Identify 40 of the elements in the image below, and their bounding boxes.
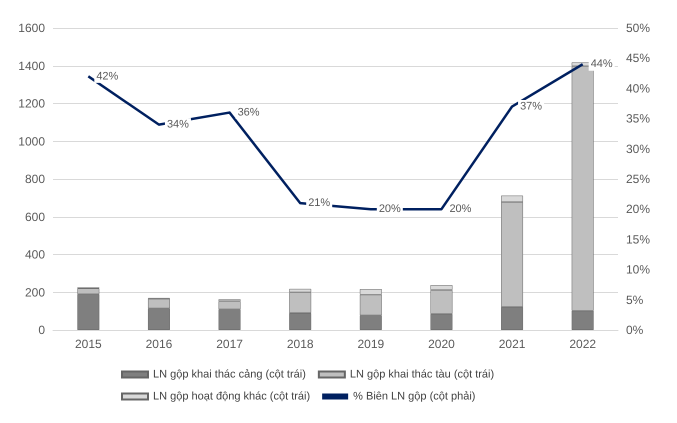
y-tick-label: 400 bbox=[24, 248, 46, 262]
data-label: 20% bbox=[378, 203, 402, 216]
data-label: 34% bbox=[166, 118, 190, 131]
data-label: 37% bbox=[520, 100, 542, 113]
y-tick-label: 1000 bbox=[18, 134, 46, 148]
y-tick-label: 1200 bbox=[18, 96, 46, 110]
y2-tick-label: 30% bbox=[626, 142, 650, 156]
x-tick-label: 2020 bbox=[428, 337, 456, 351]
x-tick-label: 2017 bbox=[216, 337, 244, 351]
data-label: 44% bbox=[590, 58, 613, 70]
y2-tick-label: 20% bbox=[626, 202, 650, 216]
y2-tick-label: 15% bbox=[626, 232, 650, 246]
x-tick-label: 2015 bbox=[74, 337, 102, 351]
legend-label: % Biên LN gộp (cột phải) bbox=[353, 390, 476, 402]
x-tick-label: 2018 bbox=[286, 337, 314, 351]
y-tick-label: 200 bbox=[24, 285, 46, 300]
data-label: 42% bbox=[96, 70, 119, 82]
y-tick-label: 0 bbox=[38, 323, 46, 337]
data-label: 20% bbox=[449, 203, 472, 216]
x-tick-label: 2016 bbox=[146, 337, 173, 351]
x-tick-label: 2019 bbox=[357, 337, 384, 351]
legend-label: LN gộp khai thác cảng (cột trái) bbox=[153, 368, 306, 380]
y2-tick-label: 10% bbox=[626, 262, 650, 277]
y-tick-label: 1400 bbox=[18, 58, 46, 73]
data-label: 21% bbox=[308, 197, 330, 210]
y2-tick-label: 40% bbox=[626, 81, 650, 96]
y-tick-label: 800 bbox=[24, 172, 46, 186]
y2-tick-label: 35% bbox=[626, 112, 650, 126]
x-tick-label: 2021 bbox=[498, 337, 526, 351]
y2-tick-label: 45% bbox=[626, 51, 650, 66]
data-label: 36% bbox=[238, 106, 260, 119]
y-tick-label: 600 bbox=[24, 210, 46, 224]
x-tick-label: 2022 bbox=[569, 337, 596, 351]
legend-label: LN gộp hoạt động khác (cột trái) bbox=[153, 390, 310, 402]
y2-tick-label: 0% bbox=[626, 323, 644, 337]
y2-tick-label: 25% bbox=[626, 172, 650, 186]
y-tick-label: 1600 bbox=[18, 21, 46, 35]
y2-tick-label: 5% bbox=[626, 292, 644, 307]
legend-label: LN gộp khai thác tàu (cột trái) bbox=[350, 368, 494, 380]
y2-tick-label: 50% bbox=[626, 21, 650, 35]
